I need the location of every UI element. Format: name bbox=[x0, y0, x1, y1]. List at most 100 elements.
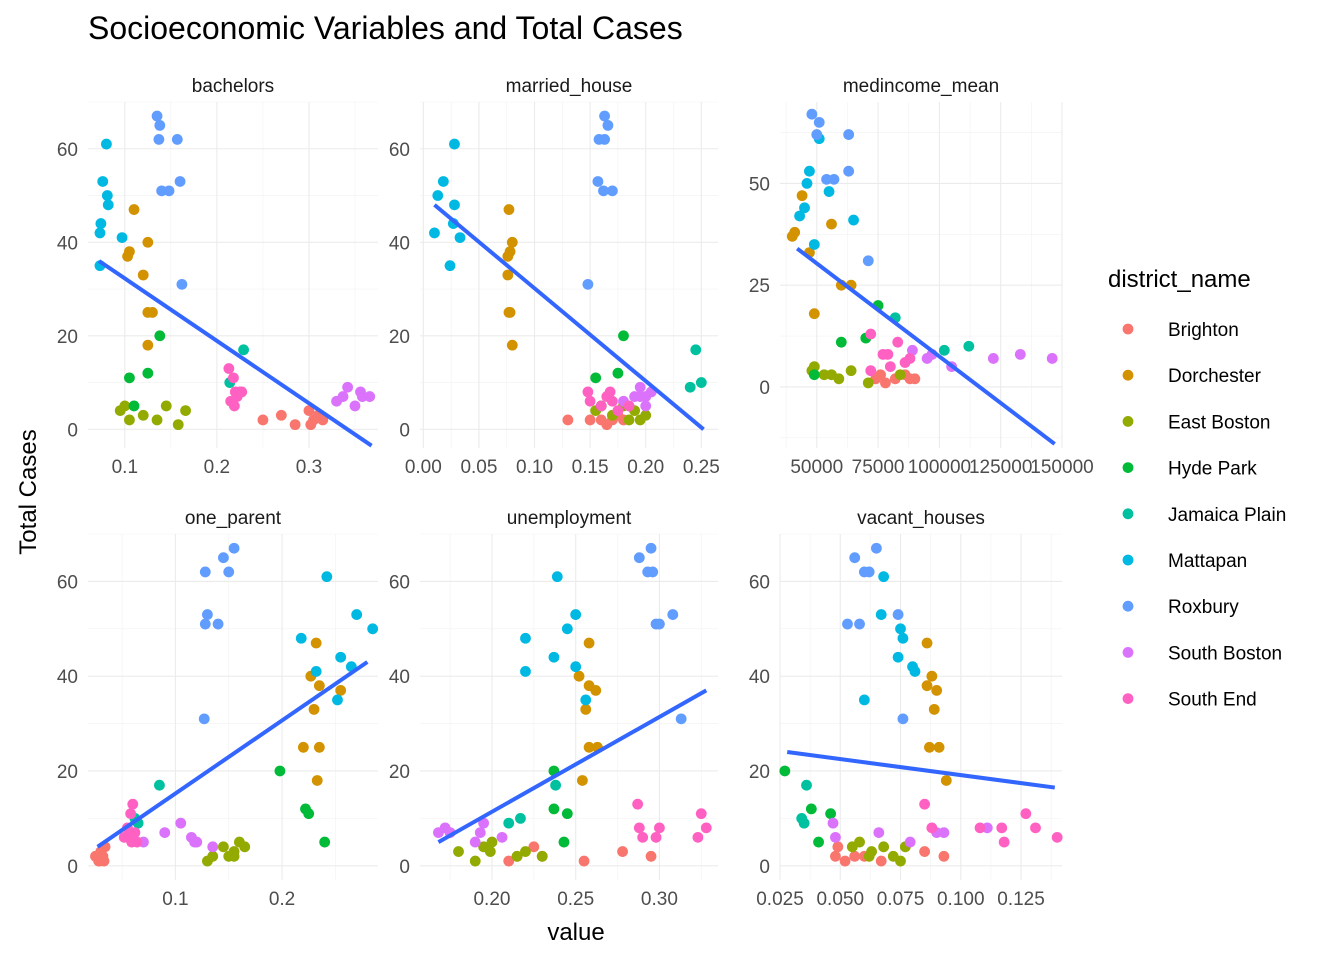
data-point bbox=[147, 307, 158, 318]
y-tick-label: 40 bbox=[57, 233, 78, 254]
data-point bbox=[848, 214, 859, 226]
data-point bbox=[940, 775, 952, 786]
facet-medincome-mean: medincome_mean 0 25 50 50000 75000 10000012500… bbox=[749, 76, 1094, 478]
data-point bbox=[303, 405, 315, 416]
facet-label: married_house bbox=[506, 76, 633, 97]
data-point bbox=[228, 400, 240, 412]
data-point bbox=[437, 176, 449, 187]
x-tick-label: 0.025 bbox=[756, 889, 804, 910]
legend-item: East Boston bbox=[1122, 412, 1270, 433]
data-point bbox=[921, 637, 933, 649]
data-point bbox=[573, 670, 585, 682]
data-point bbox=[875, 609, 887, 620]
data-point bbox=[842, 618, 853, 630]
legend-key bbox=[1122, 508, 1134, 520]
data-point bbox=[313, 680, 325, 692]
data-point bbox=[444, 260, 456, 272]
data-point bbox=[938, 850, 950, 862]
data-point bbox=[582, 386, 594, 398]
data-point bbox=[583, 637, 595, 649]
data-point bbox=[551, 571, 563, 583]
legend-key bbox=[1122, 323, 1134, 335]
data-point bbox=[584, 395, 596, 407]
data-point bbox=[576, 775, 588, 786]
data-point bbox=[478, 817, 490, 829]
legend-key bbox=[1122, 554, 1134, 566]
data-point bbox=[645, 542, 657, 554]
data-point bbox=[871, 542, 882, 554]
data-point bbox=[223, 363, 235, 374]
data-point bbox=[858, 694, 870, 706]
data-point bbox=[172, 419, 184, 431]
data-point bbox=[830, 850, 841, 862]
y-tick-label: 0 bbox=[67, 857, 78, 878]
legend-items: Brighton Dorchester East Boston Hyde Park Ja… bbox=[1122, 320, 1286, 711]
data-point bbox=[128, 400, 140, 412]
data-point bbox=[548, 803, 560, 815]
data-point bbox=[907, 344, 918, 356]
legend-key bbox=[1122, 600, 1134, 612]
data-point bbox=[806, 108, 818, 120]
legend-label: Hyde Park bbox=[1168, 459, 1257, 480]
x-tick-label: 0.1 bbox=[162, 889, 188, 910]
data-point bbox=[801, 178, 813, 189]
x-axis-title: value bbox=[547, 919, 604, 946]
data-point bbox=[808, 369, 820, 381]
legend-label: East Boston bbox=[1168, 412, 1270, 433]
data-point bbox=[317, 414, 329, 426]
y-tick-label: 25 bbox=[749, 276, 770, 297]
data-point bbox=[695, 808, 707, 820]
data-point bbox=[308, 703, 320, 715]
data-point bbox=[1030, 822, 1041, 834]
data-point bbox=[599, 134, 610, 145]
data-point bbox=[882, 348, 894, 360]
facet-label: medincome_mean bbox=[843, 76, 999, 97]
data-point bbox=[454, 232, 466, 243]
y-tick-label: 0 bbox=[759, 857, 770, 878]
data-point bbox=[892, 609, 904, 620]
data-point bbox=[207, 850, 219, 862]
x-tick-label: 0.100 bbox=[937, 889, 985, 910]
legend-title: district_name bbox=[1108, 266, 1251, 293]
trend-line bbox=[786, 750, 1056, 790]
data-point bbox=[692, 831, 704, 843]
legend-label: Brighton bbox=[1168, 320, 1239, 341]
data-point bbox=[637, 831, 649, 843]
y-tick-label: 20 bbox=[389, 327, 410, 348]
data-point bbox=[180, 405, 191, 416]
data-point bbox=[884, 361, 896, 372]
x-tick-label: 0.2 bbox=[269, 889, 295, 910]
data-point bbox=[142, 236, 154, 248]
data-point bbox=[862, 255, 874, 267]
data-point bbox=[319, 836, 331, 848]
data-point bbox=[321, 571, 333, 583]
data-point bbox=[786, 230, 798, 242]
data-point bbox=[926, 822, 938, 834]
data-point bbox=[305, 419, 317, 431]
facet-label: vacant_houses bbox=[857, 508, 985, 529]
data-point bbox=[520, 666, 531, 677]
data-point bbox=[364, 391, 376, 402]
data-point bbox=[865, 365, 877, 377]
data-point bbox=[998, 836, 1010, 848]
data-point bbox=[843, 165, 855, 177]
x-tick-label: 0.20 bbox=[627, 457, 664, 478]
data-point bbox=[690, 344, 702, 356]
data-point bbox=[506, 339, 518, 351]
data-point bbox=[486, 836, 498, 848]
data-point bbox=[119, 400, 131, 412]
data-point bbox=[835, 336, 847, 348]
data-point bbox=[578, 855, 590, 867]
y-tick-label: 60 bbox=[57, 140, 78, 161]
data-point bbox=[654, 618, 665, 630]
x-tick-label: 0.10 bbox=[516, 457, 553, 478]
data-point bbox=[202, 609, 213, 620]
x-tick-label: 0.25 bbox=[557, 889, 594, 910]
data-point bbox=[647, 566, 659, 578]
x-tick-label: 0.15 bbox=[572, 457, 609, 478]
data-point bbox=[310, 666, 322, 677]
legend-label: Dorchester bbox=[1168, 366, 1262, 387]
data-point bbox=[548, 651, 560, 663]
data-point bbox=[342, 381, 354, 393]
data-point bbox=[808, 361, 820, 372]
